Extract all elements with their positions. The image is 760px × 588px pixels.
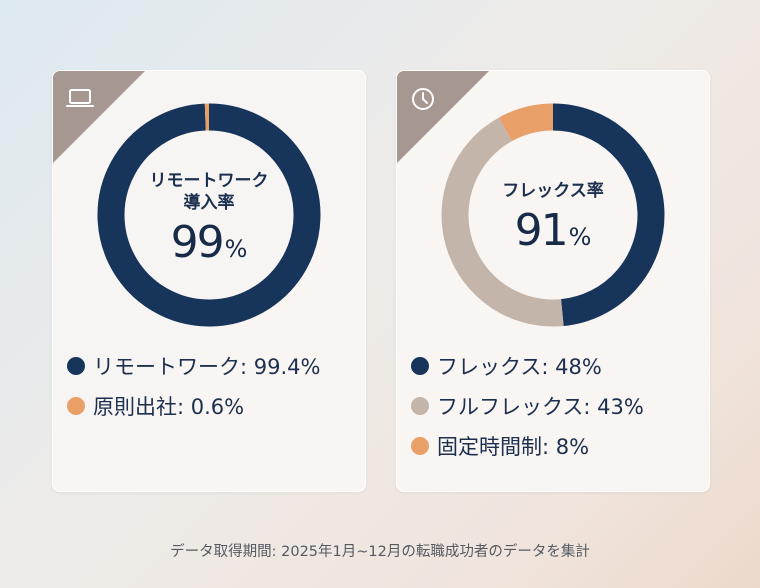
corner-tab (53, 71, 145, 163)
corner-tab (397, 71, 489, 163)
donut-slice (97, 103, 321, 327)
flex-donut-chart (441, 103, 665, 327)
donut-center-value: 99% (109, 217, 309, 268)
donut-slice (552, 103, 665, 326)
legend-item: 固定時間制: 8% (411, 433, 644, 459)
legend-label: フルフレックス: 43% (437, 395, 644, 419)
legend-swatch (411, 437, 429, 455)
footnote: データ取得期間: 2025年1月~12月の転職成功者のデータを集計 (170, 544, 590, 560)
legend-label: 原則出社: 0.6% (93, 395, 245, 419)
legend-swatch (411, 357, 429, 375)
legend-swatch (411, 397, 429, 415)
legend: リモートワーク: 99.4% 原則出社: 0.6% (67, 353, 320, 433)
donut-center-value: 91% (453, 205, 653, 256)
donut-slice (498, 103, 554, 142)
legend: フレックス: 48% フルフレックス: 43% 固定時間制: 8% (411, 353, 644, 473)
legend-swatch (67, 357, 85, 375)
donut-center-label-line1: フレックス率 (502, 181, 604, 201)
laptop-icon (66, 89, 94, 107)
center-value-unit: % (568, 223, 592, 251)
donut-center-label-line2: 導入率 (183, 193, 235, 213)
legend-item: フルフレックス: 43% (411, 393, 644, 419)
legend-item: 原則出社: 0.6% (67, 393, 320, 419)
legend-label: フレックス: 48% (437, 355, 602, 379)
center-value-number: 91 (514, 205, 569, 256)
center-value-number: 99 (170, 217, 225, 268)
donut-center-label-line1: リモートワーク (149, 171, 269, 191)
legend-label: リモートワーク: 99.4% (93, 355, 321, 379)
center-value-unit: % (224, 235, 248, 263)
remote-work-card: リモートワーク 導入率 99% リモートワーク: 99.4% 原則出社: 0.6… (52, 70, 366, 492)
legend-swatch (67, 397, 85, 415)
remote-work-donut-chart (97, 103, 321, 327)
flex-card: フレックス率 91% フレックス: 48% フルフレックス: 43% 固定時間制… (396, 70, 710, 492)
clock-icon (412, 88, 434, 110)
legend-item: リモートワーク: 99.4% (67, 353, 320, 379)
legend-label: 固定時間制: 8% (437, 435, 590, 459)
donut-slice (441, 117, 564, 327)
legend-item: フレックス: 48% (411, 353, 644, 379)
